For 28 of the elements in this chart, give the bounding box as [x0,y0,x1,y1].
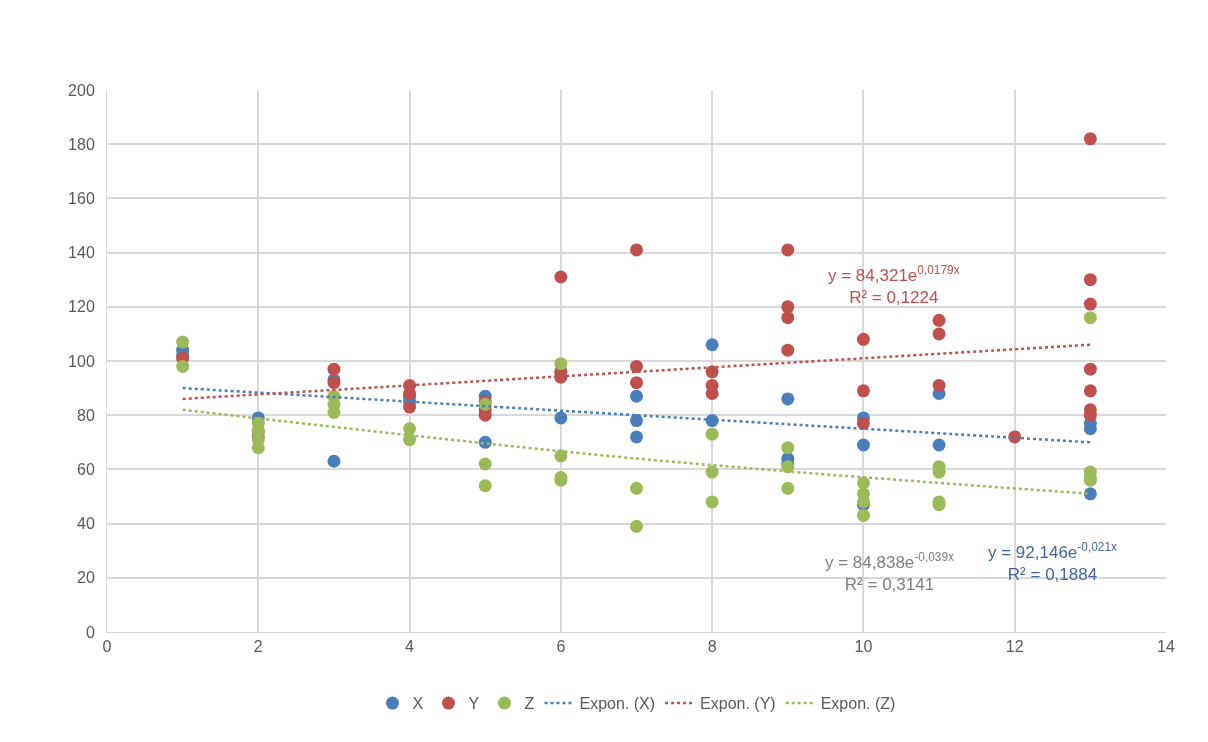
y-tick-label: 60 [77,461,95,478]
x-tick-label: 14 [1157,638,1175,656]
y-tick-label: 180 [68,135,95,153]
legend-label: Expon. (Y) [700,695,776,713]
legend-label: Expon. (Z) [820,695,896,713]
x-tick-label: 6 [556,638,566,656]
legend-label: Y [468,695,480,713]
x-tick-label: 12 [1005,638,1024,656]
y-tick-label: 0 [85,623,95,641]
x-tick-label: 10 [854,638,873,656]
annotation: y = 84,838e$^{-0,039x}$ R² = 0,3141 [825,550,955,595]
x-tick-label: 4 [405,638,415,656]
y-tick-label: 80 [77,406,95,424]
y-tick-label: 160 [68,190,95,207]
y-tick-label: 40 [77,515,95,533]
legend-label: Expon. (X) [579,695,656,713]
legend-label: X [412,695,424,713]
annotation: y = 92,146e$^{-0,021x}$ R² = 0,1884 [988,540,1118,585]
y-tick-label: 120 [68,298,95,316]
y-tick-label: 200 [68,81,95,99]
legend-label: Z [524,695,535,713]
y-tick-label: 100 [68,352,95,370]
annotation: y = 84,321e$^{0,0179x}$ R² = 0,1224 [828,263,960,308]
x-tick-label: 8 [707,638,717,656]
x-tick-label: 2 [253,638,263,656]
y-tick-label: 140 [68,244,95,262]
y-tick-label: 20 [77,569,95,587]
x-tick-label: 0 [102,638,112,656]
